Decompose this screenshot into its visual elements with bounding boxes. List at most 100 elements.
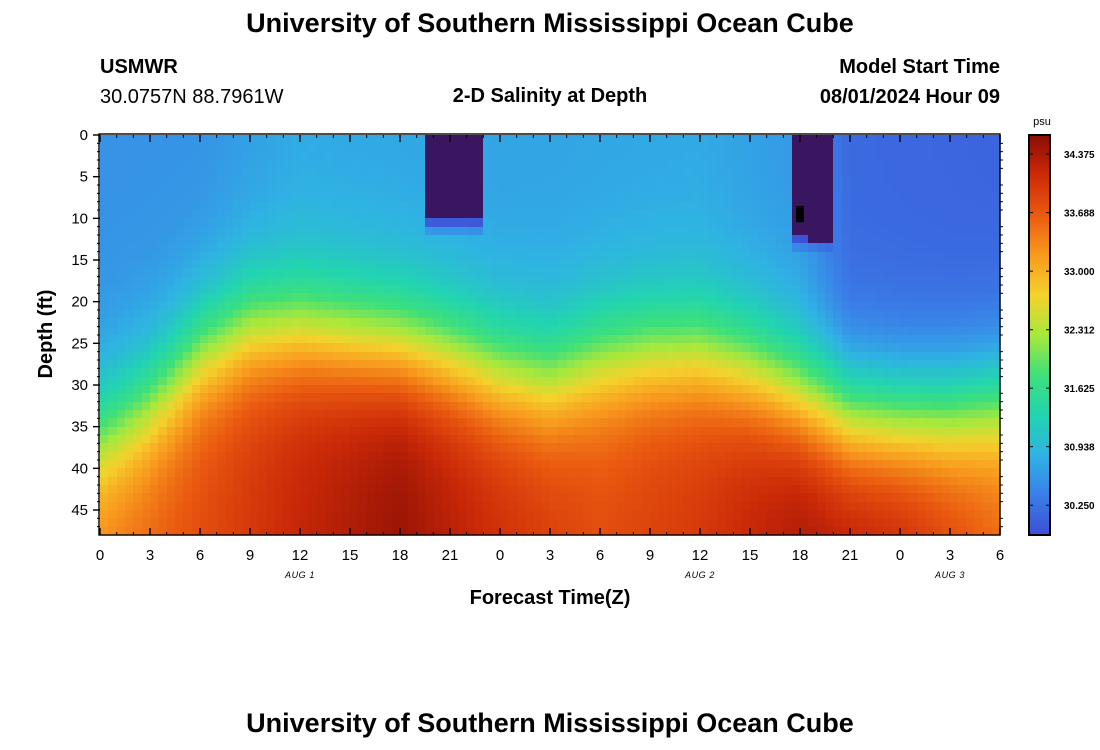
heatmap-cell xyxy=(267,277,276,286)
heatmap-cell xyxy=(142,168,151,178)
heatmap-cell xyxy=(158,368,168,378)
heatmap-cell xyxy=(617,427,626,436)
heatmap-cell xyxy=(117,210,126,219)
heatmap-cell xyxy=(508,527,518,536)
heatmap-cell xyxy=(742,160,751,169)
heatmap-cell xyxy=(575,427,584,436)
heatmap-cell xyxy=(150,527,159,536)
heatmap-cell xyxy=(592,385,601,394)
heatmap-cell xyxy=(958,277,968,286)
heatmap-cell xyxy=(650,502,659,511)
heatmap-cell xyxy=(942,460,951,469)
heatmap-cell xyxy=(717,318,726,328)
heatmap-cell xyxy=(250,493,259,503)
heatmap-cell xyxy=(183,143,193,153)
heatmap-cell xyxy=(283,427,293,436)
heatmap-cell xyxy=(392,143,401,153)
heatmap-cell xyxy=(825,177,834,186)
heatmap-cell xyxy=(725,518,734,528)
heatmap-cell xyxy=(625,252,634,261)
heatmap-cell xyxy=(150,227,159,236)
heatmap-cell xyxy=(742,402,751,411)
heatmap-cell xyxy=(825,468,834,478)
heatmap-cell xyxy=(608,210,618,219)
heatmap-cell xyxy=(183,493,193,503)
heatmap-cell xyxy=(833,302,843,311)
heatmap-cell xyxy=(750,143,759,153)
heatmap-cell xyxy=(200,293,209,303)
heatmap-cell xyxy=(733,260,743,269)
heatmap-cell xyxy=(283,243,293,253)
heatmap-cell xyxy=(342,160,351,169)
heatmap-cell xyxy=(725,352,734,361)
heatmap-cell xyxy=(783,485,793,494)
heatmap-cell xyxy=(492,235,501,244)
heatmap-cell xyxy=(733,168,743,178)
heatmap-cell xyxy=(950,327,959,336)
heatmap-cell xyxy=(625,202,634,211)
heatmap-cell xyxy=(267,435,276,444)
heatmap-cell xyxy=(800,252,809,261)
heatmap-cell xyxy=(583,252,593,261)
heatmap-cell xyxy=(750,443,759,453)
heatmap-cell xyxy=(950,527,959,536)
heatmap-cell xyxy=(658,243,668,253)
heatmap-cell xyxy=(183,310,193,319)
heatmap-cell xyxy=(450,452,459,461)
heatmap-cell xyxy=(242,152,251,161)
heatmap-cell xyxy=(767,235,776,244)
heatmap-cell xyxy=(575,418,584,428)
heatmap-cell xyxy=(192,327,201,336)
heatmap-cell xyxy=(750,352,759,361)
heatmap-cell xyxy=(283,410,293,419)
heatmap-cell xyxy=(417,485,426,494)
heatmap-cell xyxy=(200,277,209,286)
heatmap-cell xyxy=(375,202,384,211)
heatmap-cell xyxy=(783,135,793,144)
heatmap-cell xyxy=(808,510,818,519)
heatmap-cell xyxy=(575,160,584,169)
heatmap-cell xyxy=(275,502,284,511)
heatmap-cell xyxy=(283,277,293,286)
heatmap-cell xyxy=(742,385,751,394)
heatmap-cell xyxy=(825,135,834,144)
heatmap-cell xyxy=(692,218,701,228)
heatmap-cell xyxy=(358,410,368,419)
heatmap-cell xyxy=(367,268,376,278)
heatmap-cell xyxy=(358,493,368,503)
heatmap-cell xyxy=(675,418,684,428)
heatmap-cell xyxy=(933,468,943,478)
heatmap-cell xyxy=(700,352,709,361)
heatmap-cell xyxy=(183,152,193,161)
heatmap-cell xyxy=(842,502,851,511)
heatmap-cell xyxy=(475,243,484,253)
heatmap-cell xyxy=(342,485,351,494)
heatmap-cell xyxy=(725,510,734,519)
heatmap-cell xyxy=(117,335,126,344)
heatmap-cell xyxy=(142,235,151,244)
heatmap-cell xyxy=(200,510,209,519)
heatmap-cell xyxy=(950,452,959,461)
heatmap-cell xyxy=(392,168,401,178)
heatmap-cell xyxy=(617,527,626,536)
heatmap-cell xyxy=(175,360,184,369)
heatmap-cell xyxy=(708,402,718,411)
heatmap-cell xyxy=(767,227,776,236)
heatmap-cell xyxy=(792,410,801,419)
heatmap-cell xyxy=(208,468,218,478)
heatmap-cell xyxy=(717,168,726,178)
heatmap-cell xyxy=(508,335,518,344)
heatmap-cell xyxy=(225,485,234,494)
heatmap-cell xyxy=(458,418,468,428)
heatmap-cell xyxy=(283,168,293,178)
heatmap-cell xyxy=(342,260,351,269)
heatmap-cell xyxy=(342,293,351,303)
heatmap-cell xyxy=(542,327,551,336)
heatmap-cell xyxy=(408,277,418,286)
heatmap-cell xyxy=(225,310,234,319)
heatmap-cell xyxy=(758,243,768,253)
heatmap-cell xyxy=(583,218,593,228)
heatmap-cell xyxy=(375,518,384,528)
heatmap-cell xyxy=(950,385,959,394)
heatmap-cell xyxy=(617,393,626,403)
